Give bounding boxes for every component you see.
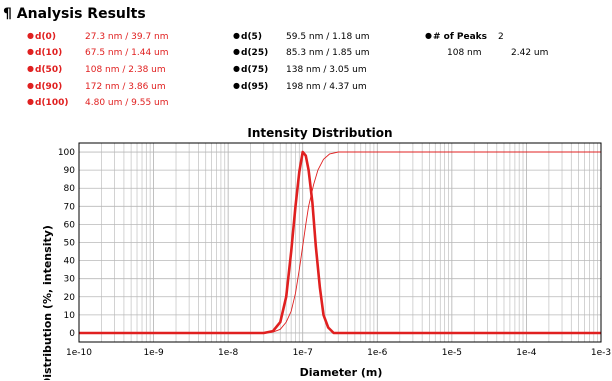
result-value: 138 nm / 3.05 um — [286, 65, 367, 75]
result-value: 172 nm / 3.86 um — [85, 82, 166, 92]
peaks-label: # of Peaks — [433, 32, 488, 42]
y-tick-label: 60 — [64, 220, 76, 230]
result-value: 67.5 nm / 1.44 um — [85, 48, 169, 58]
axis-ticks: 0 10 20 30 40 50 60 70 80 90 100 1e-10 1e-9 1e-8 1e-7 1… — [58, 148, 611, 358]
result-label: d(100) — [35, 98, 69, 108]
plot-frame — [78, 142, 602, 343]
y-tick-label: 0 — [69, 329, 75, 339]
y-axis-label: Distribution (%, intensity) — [41, 225, 54, 380]
bullet-icon: ● — [27, 64, 34, 73]
bullet-icon: ● — [27, 47, 34, 56]
result-label: d(5) — [241, 32, 262, 42]
series-line-distribution — [79, 150, 601, 335]
y-tick-label: 50 — [64, 239, 76, 249]
x-tick-label: 1e-10 — [66, 348, 92, 358]
result-value: 59.5 nm / 1.18 um — [286, 32, 370, 42]
page-title: ¶ Analysis Results — [3, 6, 146, 22]
x-tick-label: 1e-9 — [143, 348, 164, 358]
peaks-count: 2 — [498, 32, 504, 42]
bullet-icon: ● — [27, 31, 34, 40]
bullet-icon: ● — [233, 47, 240, 56]
bullet-icon: ● — [27, 97, 34, 106]
series-group — [79, 150, 601, 335]
result-label: d(25) — [241, 48, 269, 58]
result-label: d(10) — [35, 48, 63, 58]
bullet-icon: ● — [27, 81, 34, 90]
x-tick-label: 1e-4 — [516, 348, 537, 358]
bullet-icon: ● — [233, 64, 240, 73]
result-label: d(75) — [241, 65, 269, 75]
result-label: d(50) — [35, 65, 63, 75]
result-value: 85.3 nm / 1.85 um — [286, 48, 370, 58]
y-tick-label: 90 — [64, 166, 76, 176]
bullet-icon: ● — [233, 31, 240, 40]
x-tick-label: 1e-5 — [442, 348, 462, 358]
x-tick-label: 1e-3 — [591, 348, 611, 358]
y-tick-label: 30 — [64, 275, 76, 285]
intensity-distribution-chart: Intensity Distribution Distribution (%, … — [41, 126, 611, 380]
peak-position: 108 nm — [447, 48, 482, 58]
bullet-icon: ● — [425, 31, 432, 40]
y-tick-label: 80 — [64, 184, 76, 194]
y-tick-label: 10 — [64, 311, 76, 321]
chart-title: Intensity Distribution — [247, 126, 392, 140]
series-line-cumulative — [79, 151, 601, 334]
result-value: 4.80 um / 9.55 um — [85, 98, 169, 108]
result-value: 108 nm / 2.38 um — [85, 65, 166, 75]
bullet-icon: ● — [233, 81, 240, 90]
y-tick-label: 20 — [64, 293, 76, 303]
result-label: d(0) — [35, 32, 56, 42]
x-tick-label: 1e-8 — [218, 348, 239, 358]
x-tick-label: 1e-7 — [293, 348, 313, 358]
x-tick-label: 1e-6 — [367, 348, 388, 358]
y-tick-label: 40 — [64, 257, 76, 267]
y-tick-label: 100 — [58, 148, 75, 158]
grid — [78, 143, 601, 342]
result-label: d(95) — [241, 82, 269, 92]
peak-width: 2.42 um — [511, 48, 549, 58]
result-value: 198 nm / 4.37 um — [286, 82, 367, 92]
result-label: d(90) — [35, 82, 63, 92]
result-value: 27.3 nm / 39.7 nm — [85, 32, 169, 42]
x-axis-label: Diameter (m) — [300, 366, 383, 379]
y-tick-label: 70 — [64, 202, 76, 212]
